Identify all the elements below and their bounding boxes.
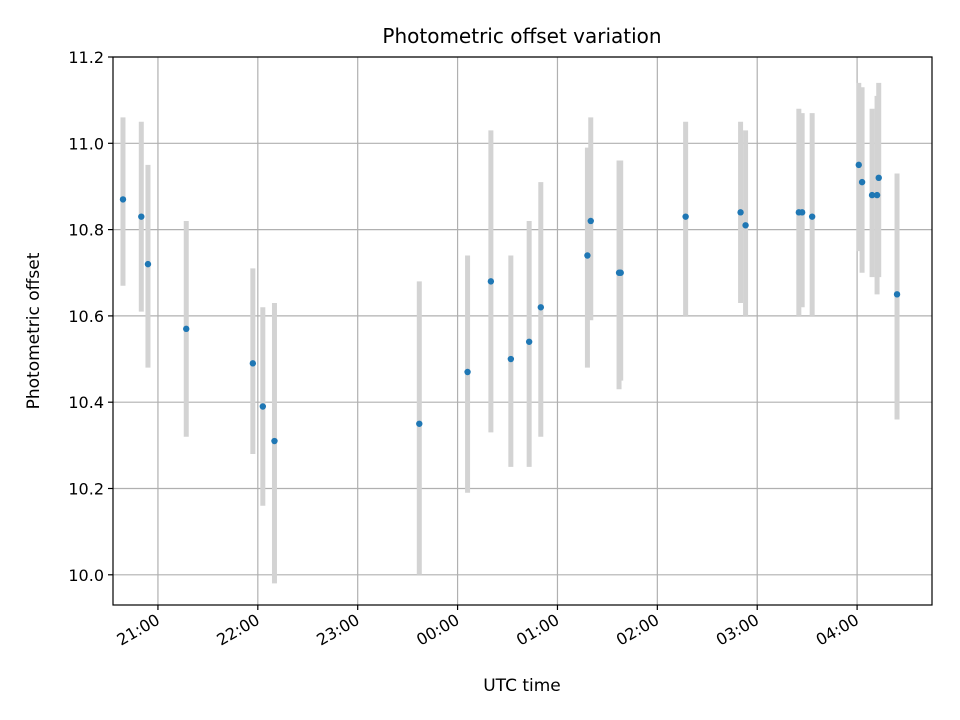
data-point xyxy=(271,437,278,445)
plot-frame xyxy=(112,56,933,606)
data-points xyxy=(119,161,901,445)
data-point xyxy=(249,360,257,367)
y-tick-label: 11.0 xyxy=(68,134,104,153)
y-axis: 10.0 10.2 10.4 10.6 10.8 11.0 11.2 xyxy=(68,48,113,585)
y-tick-label: 10.4 xyxy=(68,393,104,412)
y-axis-title: Photometric offset xyxy=(24,252,44,409)
data-point xyxy=(183,325,190,333)
data-point xyxy=(875,174,882,182)
y-tick-label: 11.2 xyxy=(68,48,104,67)
data-point xyxy=(537,304,545,311)
y-tick-label: 10.8 xyxy=(68,221,104,240)
data-point xyxy=(617,269,624,276)
data-point xyxy=(525,338,533,345)
data-point xyxy=(798,209,806,216)
data-point xyxy=(893,291,901,298)
data-point xyxy=(682,213,689,220)
y-tick-label: 10.6 xyxy=(68,307,104,326)
plot-area xyxy=(112,56,933,606)
data-point xyxy=(138,213,145,220)
data-point xyxy=(737,209,744,216)
data-point xyxy=(868,191,876,199)
data-point xyxy=(464,368,471,376)
y-tick-label: 10.0 xyxy=(68,566,104,585)
data-point xyxy=(742,222,749,229)
data-point xyxy=(119,196,127,203)
data-point xyxy=(507,355,515,363)
plot-background xyxy=(113,57,932,605)
data-point xyxy=(873,191,881,199)
data-point xyxy=(144,260,152,268)
chart-title: Photometric offset variation xyxy=(382,24,661,48)
data-point xyxy=(584,252,591,259)
x-axis-title: UTC time xyxy=(483,676,561,696)
data-point xyxy=(416,420,423,427)
data-point xyxy=(855,161,862,169)
data-point xyxy=(858,178,866,186)
data-point xyxy=(587,217,594,225)
y-tick-label: 10.2 xyxy=(68,479,104,498)
data-point xyxy=(808,213,816,220)
data-point xyxy=(487,278,495,285)
data-point xyxy=(259,403,267,410)
